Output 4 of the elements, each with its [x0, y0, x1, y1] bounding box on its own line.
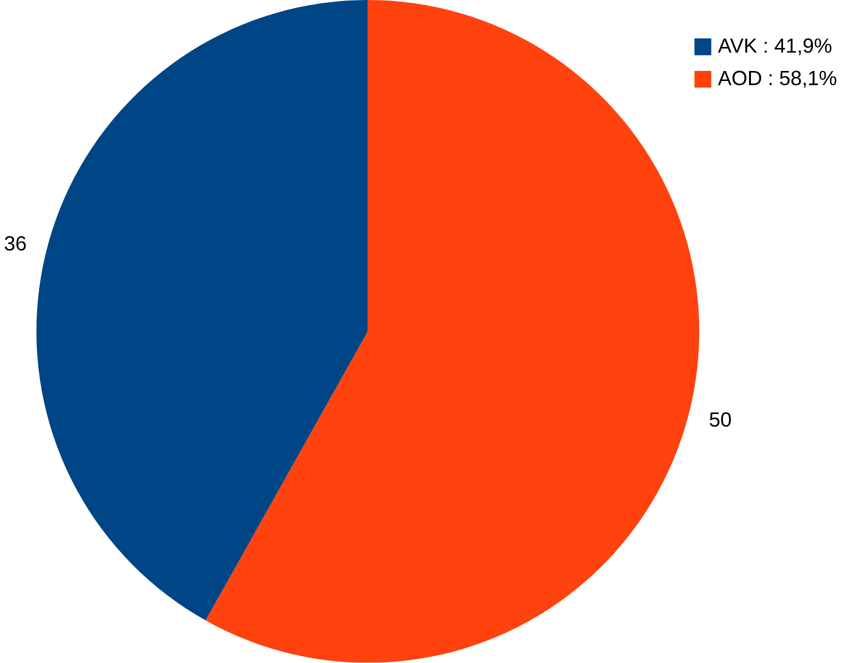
data-label: 50 — [710, 412, 731, 427]
legend-label: AOD : 58,1% — [718, 70, 836, 88]
legend-label: AVK : 41,9% — [718, 38, 832, 56]
data-label: 36 — [4, 236, 26, 251]
